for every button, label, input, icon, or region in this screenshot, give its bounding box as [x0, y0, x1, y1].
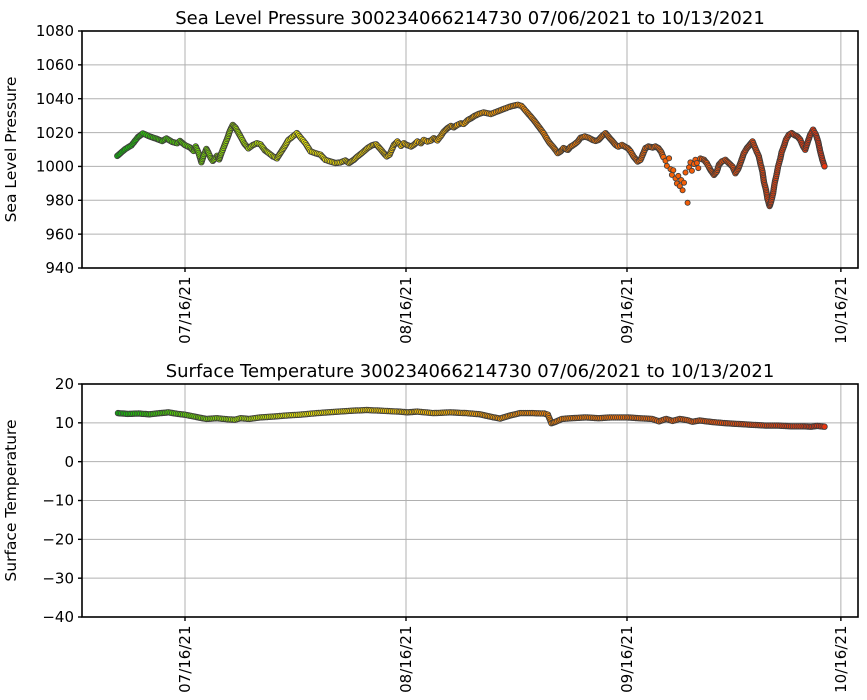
y-tick-label: −30 — [42, 569, 74, 587]
plot-border — [81, 30, 859, 269]
temperature-chart: 20 10 0 −10 −20 −30 −40 07/16/21 08/16/21 09/16/2… — [42, 375, 859, 693]
data-point — [684, 199, 691, 206]
x-tick-label: 09/16/21 — [618, 626, 636, 693]
x-tick-label: 10/16/21 — [832, 277, 850, 344]
temperature-y-axis-label: Surface Temperature — [2, 419, 20, 581]
data-point — [695, 165, 702, 172]
y-tick-label: 1080 — [36, 22, 74, 40]
pressure-chart-title: Sea Level Pressure 300234066214730 07/06… — [175, 8, 765, 29]
y-tick-label: 980 — [45, 191, 74, 209]
data-point — [682, 169, 689, 176]
data-point — [670, 167, 677, 174]
y-tick-label: −40 — [42, 608, 74, 626]
pressure-y-axis-label: Sea Level Pressure — [2, 77, 20, 223]
data-point — [688, 167, 695, 174]
data-point — [675, 172, 682, 179]
temperature-chart-title: Surface Temperature 300234066214730 07/0… — [166, 361, 775, 382]
x-tick-label: 08/16/21 — [397, 277, 415, 344]
x-tick-label: 08/16/21 — [397, 626, 415, 693]
y-tick-label: 20 — [55, 375, 74, 393]
x-tick-label: 10/16/21 — [832, 626, 850, 693]
data-point — [821, 423, 828, 430]
y-tick-label: 1040 — [36, 90, 74, 108]
y-tick-label: −20 — [42, 531, 74, 549]
data-point — [666, 155, 673, 162]
data-point — [676, 183, 683, 190]
x-tick-label: 07/16/21 — [176, 277, 194, 344]
y-tick-label: 940 — [45, 259, 74, 277]
y-tick-label: 1000 — [36, 158, 74, 176]
y-tick-label: 1020 — [36, 124, 74, 142]
x-tick-label: 07/16/21 — [176, 626, 194, 693]
y-tick-label: 0 — [64, 453, 74, 471]
data-point — [679, 187, 686, 194]
data-point — [821, 163, 828, 170]
y-tick-label: 960 — [45, 225, 74, 243]
y-tick-label: 10 — [55, 414, 74, 432]
y-tick-label: −10 — [42, 492, 74, 510]
x-tick-label: 09/16/21 — [618, 277, 636, 344]
pressure-chart: 1080 1060 1040 1020 1000 980 960 940 07/16/21 08/… — [36, 22, 859, 344]
y-tick-label: 1060 — [36, 56, 74, 74]
data-point — [681, 179, 688, 186]
